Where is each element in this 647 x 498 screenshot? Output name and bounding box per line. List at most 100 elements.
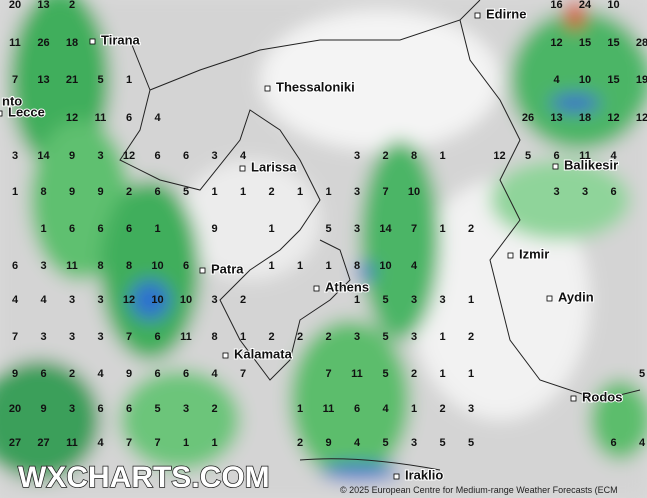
- precip-value: 26: [37, 37, 49, 49]
- precip-value: 1: [439, 331, 445, 343]
- precip-value: 3: [211, 150, 217, 162]
- precip-value: 3: [411, 437, 417, 449]
- precip-value: 6: [69, 223, 75, 235]
- precip-value: 1: [211, 186, 217, 198]
- precip-value: 3: [354, 186, 360, 198]
- precip-value: 8: [354, 260, 360, 272]
- precip-value: 4: [639, 437, 646, 449]
- city-label: Rodos: [582, 389, 622, 404]
- precip-value: 5: [382, 368, 388, 380]
- precip-value: 5: [639, 368, 645, 380]
- precip-value: 4: [354, 437, 361, 449]
- precip-value: 2: [69, 368, 75, 380]
- precip-value: 2: [382, 150, 388, 162]
- precip-value: 6: [126, 223, 132, 235]
- precip-value: 28: [636, 37, 647, 49]
- precip-value: 6: [154, 186, 160, 198]
- precip-value: 3: [354, 150, 360, 162]
- precip-value: 1: [240, 186, 246, 198]
- precip-value: 13: [550, 112, 562, 124]
- precip-value: 1: [183, 437, 189, 449]
- precip-value: 9: [126, 368, 132, 380]
- city-label: Iraklio: [405, 467, 443, 482]
- precip-value: 2: [297, 437, 303, 449]
- precip-value: 1: [325, 186, 331, 198]
- precip-value: 5: [439, 437, 445, 449]
- precip-value: 6: [154, 331, 160, 343]
- precip-value: 4: [211, 368, 218, 380]
- precip-value: 19: [636, 74, 647, 86]
- precip-value: 9: [97, 186, 103, 198]
- precip-value: 14: [37, 150, 50, 162]
- precip-value: 7: [12, 331, 18, 343]
- city-marker: [474, 12, 481, 19]
- precip-value: 4: [97, 368, 104, 380]
- precip-value: 18: [66, 37, 78, 49]
- precip-value: 8: [97, 260, 103, 272]
- precip-value: 4: [382, 403, 389, 415]
- precip-value: 4: [610, 150, 617, 162]
- precip-value: 2: [126, 186, 132, 198]
- precip-value: 1: [154, 223, 160, 235]
- precip-value: 6: [183, 150, 189, 162]
- precip-value: 7: [325, 368, 331, 380]
- precip-value: 1: [468, 294, 474, 306]
- precip-value: 6: [610, 437, 616, 449]
- precip-value: 3: [411, 331, 417, 343]
- precip-value: 1: [126, 74, 132, 86]
- precip-value: 20: [9, 403, 21, 415]
- precip-value: 6: [97, 223, 103, 235]
- precip-value: 11: [180, 331, 192, 343]
- precip-value: 13: [37, 0, 49, 11]
- precip-value: 1: [297, 403, 303, 415]
- precip-value: 3: [582, 186, 588, 198]
- precip-value: 2: [439, 403, 445, 415]
- precip-value: 7: [382, 186, 388, 198]
- precip-value: 2: [268, 186, 274, 198]
- precip-value: 8: [40, 186, 46, 198]
- precip-value: 7: [154, 437, 160, 449]
- precip-value: 1: [439, 368, 445, 380]
- precip-value: 11: [351, 368, 363, 380]
- precip-value: 15: [579, 37, 591, 49]
- precip-value: 14: [379, 223, 392, 235]
- precip-value: 3: [69, 331, 75, 343]
- precip-value: 4: [154, 112, 161, 124]
- precip-value: 20: [9, 0, 21, 11]
- precip-value: 5: [468, 437, 474, 449]
- city-marker: [199, 267, 206, 274]
- city-label: nto: [2, 93, 22, 108]
- precip-value: 4: [240, 150, 247, 162]
- precip-value: 9: [325, 437, 331, 449]
- precip-value: 3: [183, 403, 189, 415]
- precip-value: 5: [382, 294, 388, 306]
- precip-value: 10: [379, 260, 391, 272]
- precip-value: 1: [439, 150, 445, 162]
- city-marker: [0, 110, 3, 117]
- precip-value: 5: [97, 74, 103, 86]
- precip-value: 1: [240, 331, 246, 343]
- precip-value: 12: [550, 37, 562, 49]
- precip-value: 1: [468, 368, 474, 380]
- precip-value: 2: [268, 331, 274, 343]
- precip-value: 4: [97, 437, 104, 449]
- precip-value: 1: [211, 437, 217, 449]
- precip-value: 5: [183, 186, 189, 198]
- precip-value: 2: [468, 331, 474, 343]
- precip-value: 27: [37, 437, 49, 449]
- precip-value: 2: [411, 368, 417, 380]
- precip-value: 7: [126, 437, 132, 449]
- precip-value: 11: [323, 403, 335, 415]
- precip-value: 1: [411, 403, 417, 415]
- city-marker: [264, 85, 271, 92]
- precip-value: 13: [37, 74, 49, 86]
- city-label: Aydin: [558, 289, 594, 304]
- precip-value: 1: [439, 223, 445, 235]
- precip-value: 5: [154, 403, 160, 415]
- precip-value: 1: [354, 294, 360, 306]
- precip-value: 3: [12, 150, 18, 162]
- precip-value: 12: [607, 112, 619, 124]
- precip-value: 27: [9, 437, 21, 449]
